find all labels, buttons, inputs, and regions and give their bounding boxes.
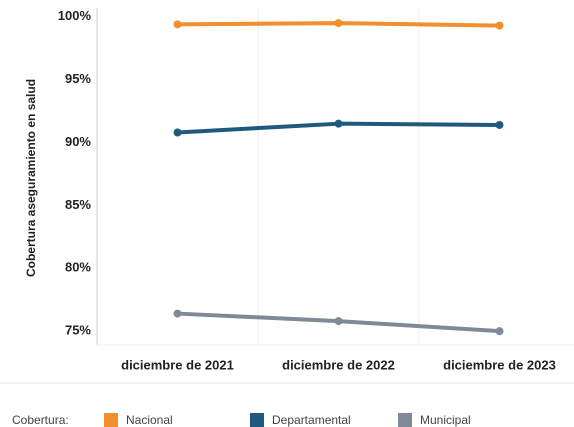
data-point [495,327,504,336]
data-point [173,309,182,318]
x-tick-label: diciembre de 2022 [282,357,395,372]
legend-title: Cobertura: [12,413,69,427]
data-point [495,120,504,129]
x-tick-label: diciembre de 2021 [121,357,234,372]
legend-swatch [398,413,412,427]
data-point [334,19,343,28]
legend-swatch [250,413,264,427]
legend-label: Municipal [420,413,471,427]
y-tick-label: 85% [65,197,91,212]
y-tick-label: 95% [65,71,91,86]
legend-label: Departamental [272,413,351,427]
y-axis-label: Cobertura aseguramiento en salud [24,79,38,277]
data-point [334,119,343,128]
data-point [173,20,182,29]
legend-label: Nacional [126,413,173,427]
y-tick-label: 100% [58,8,92,23]
data-point [173,128,182,137]
data-point [495,21,504,30]
legend-swatch [104,413,118,427]
y-tick-label: 75% [65,323,91,338]
y-tick-label: 90% [65,134,91,149]
y-tick-label: 80% [65,260,91,275]
x-tick-label: diciembre de 2023 [443,357,556,372]
data-point [334,317,343,326]
